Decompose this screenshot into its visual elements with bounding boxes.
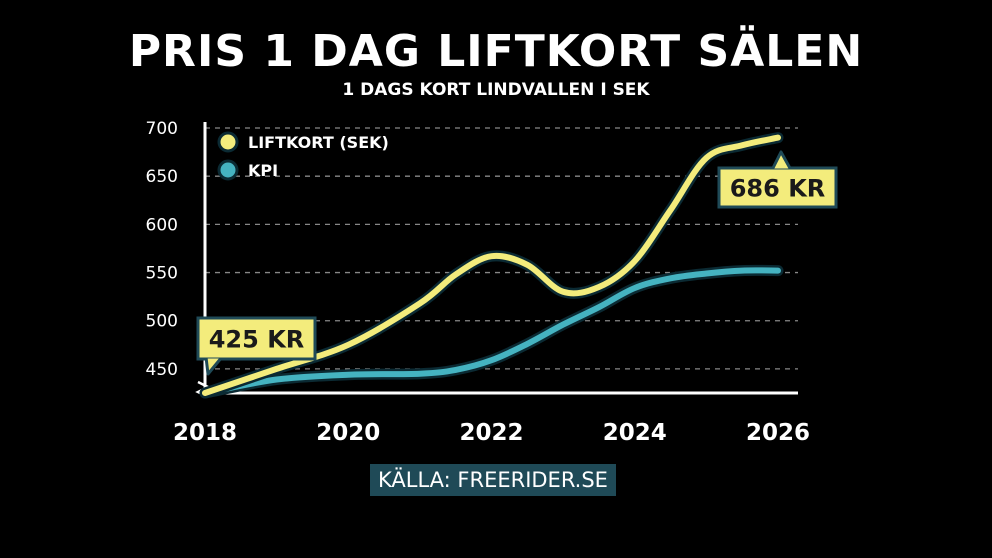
start-callout-pointer (204, 355, 224, 376)
source-label: KÄLLA: FREERIDER.SE (370, 464, 616, 496)
y-tick-label: 650 (146, 167, 178, 187)
x-tick-label: 2026 (746, 420, 810, 446)
x-tick-label: 2018 (173, 420, 237, 446)
y-tick-label: 450 (146, 360, 178, 380)
chart-title: PRIS 1 DAG LIFTKORT SÄLEN (128, 26, 864, 77)
x-tick-label: 2024 (603, 420, 667, 446)
x-tick-label: 2020 (316, 420, 380, 446)
y-tick-label: 700 (146, 119, 178, 139)
legend-label: LIFTKORT (SEK) (248, 133, 389, 152)
y-tick-label: 500 (146, 312, 178, 332)
kpi-series-line (202, 267, 781, 396)
legend-marker (217, 159, 239, 181)
x-tick-label: 2022 (459, 420, 523, 446)
end-callout-label: 686 KR (730, 175, 826, 203)
end-callout-pointer (770, 150, 793, 172)
liftkort-series-line (202, 134, 781, 396)
end-callout-fill (720, 169, 835, 206)
legend-label: KPI (248, 161, 278, 180)
y-tick-label: 600 (146, 215, 178, 235)
start-callout-label: 425 KR (209, 326, 305, 354)
start-callout-fill (199, 319, 314, 358)
chart-subtitle: 1 DAGS KORT LINDVALLEN I SEK (342, 80, 650, 100)
y-tick-label: 550 (146, 264, 178, 284)
legend-marker (217, 131, 239, 153)
